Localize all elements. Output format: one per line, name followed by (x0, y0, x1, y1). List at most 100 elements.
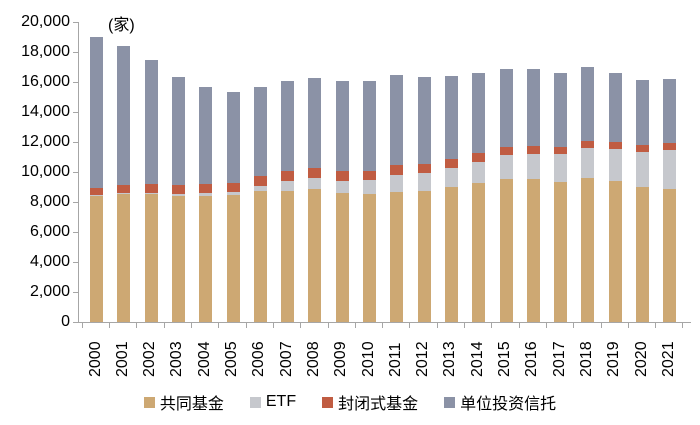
y-axis-tick (73, 112, 78, 113)
x-axis-tick (191, 323, 192, 328)
segment-unit-investment-trust (554, 72, 568, 147)
segment-closed-end-fund (554, 146, 568, 155)
x-axis-label-2009: 2009 (332, 341, 350, 377)
x-axis-tick (109, 323, 111, 328)
bar-2002 (144, 59, 158, 322)
segment-closed-end-fund (663, 143, 677, 151)
bar-2005 (226, 92, 240, 322)
y-axis-tick (73, 232, 78, 233)
y-axis-tick (73, 322, 78, 323)
y-axis-tick-label: 16,000 (21, 73, 70, 90)
x-axis-tick (163, 323, 165, 328)
bar-2001 (117, 45, 131, 322)
y-axis-tick-label: 0 (61, 313, 70, 330)
bar-2018 (581, 66, 595, 322)
y-axis-tick-label: 8,000 (29, 193, 70, 210)
x-axis-label-2000: 2000 (86, 341, 104, 377)
y-axis-tick-label: 14,000 (21, 103, 70, 120)
segment-closed-end-fund (499, 146, 513, 156)
bar-2014 (472, 72, 486, 322)
segment-closed-end-fund (417, 163, 431, 173)
bar-2017 (554, 72, 568, 322)
segment-etf (335, 180, 349, 193)
segment-etf (554, 154, 568, 182)
segment-etf (363, 180, 376, 194)
segment-mutual-fund (253, 191, 267, 322)
y-axis-tick-label: 10,000 (21, 163, 70, 180)
x-axis-tick (136, 323, 138, 328)
segment-etf (581, 148, 595, 179)
segment-etf (90, 195, 103, 197)
bar-2003 (171, 76, 185, 322)
segment-unit-investment-trust (499, 69, 513, 147)
x-axis-label-2004: 2004 (195, 341, 213, 377)
segment-etf (199, 193, 213, 196)
segment-unit-investment-trust (472, 72, 486, 154)
x-axis-tick (354, 323, 356, 328)
y-axis-tick-label: 6,000 (29, 223, 70, 240)
segment-unit-investment-trust (363, 81, 376, 171)
segment-mutual-fund (308, 188, 322, 322)
segment-etf (281, 181, 295, 191)
segment-closed-end-fund (144, 184, 158, 193)
segment-unit-investment-trust (335, 80, 349, 172)
x-axis-tick (545, 323, 547, 328)
segment-closed-end-fund (581, 140, 595, 149)
segment-closed-end-fund (90, 188, 103, 196)
y-axis-tick (73, 292, 78, 293)
segment-closed-end-fund (117, 185, 131, 193)
legend-label-unit-investment-trust: 单位投资信托 (460, 396, 557, 413)
legend: 共同基金 ETF 封闭式基金 单位投资信托 (0, 390, 700, 414)
segment-unit-investment-trust (90, 36, 103, 189)
segment-etf (117, 192, 131, 195)
segment-unit-investment-trust (144, 59, 158, 185)
segment-closed-end-fund (608, 141, 622, 150)
bar-2016 (526, 69, 540, 322)
y-axis-tick (73, 52, 78, 53)
segment-unit-investment-trust (199, 86, 213, 185)
y-axis-tick-label: 12,000 (21, 133, 70, 150)
segment-etf (636, 152, 649, 187)
bar-2004 (199, 86, 213, 322)
segment-closed-end-fund (281, 171, 295, 182)
y-axis-tick (73, 22, 78, 23)
x-axis-label-2014: 2014 (468, 341, 486, 377)
y-axis-tick-label: 18,000 (21, 43, 70, 60)
segment-unit-investment-trust (663, 79, 677, 144)
bar-2021 (663, 79, 677, 322)
segment-closed-end-fund (253, 176, 267, 186)
segment-etf (390, 174, 404, 192)
x-axis-tick (491, 323, 493, 328)
x-axis-tick (409, 323, 411, 328)
x-axis-tick (436, 323, 438, 328)
y-axis-tick-label: 20,000 (21, 13, 70, 30)
x-axis-tick (81, 323, 83, 328)
y-axis-unit-label: (家) (108, 17, 135, 34)
x-axis-tick (300, 323, 302, 328)
y-axis-tick (73, 142, 78, 143)
bar-2019 (608, 73, 622, 322)
segment-mutual-fund (636, 186, 649, 322)
segment-etf (226, 192, 240, 196)
segment-mutual-fund (554, 181, 568, 322)
segment-closed-end-fund (363, 170, 376, 180)
segment-etf (472, 161, 486, 184)
bar-2015 (499, 69, 513, 322)
segment-unit-investment-trust (444, 75, 458, 160)
segment-unit-investment-trust (636, 80, 649, 145)
x-axis-tick (272, 323, 274, 328)
segment-closed-end-fund (636, 144, 649, 153)
segment-unit-investment-trust (417, 77, 431, 164)
legend-item-mutual-fund: 共同基金 (143, 390, 224, 414)
x-axis-label-2018: 2018 (577, 341, 595, 377)
x-axis-tick (573, 323, 575, 328)
x-axis-label-2021: 2021 (659, 341, 677, 377)
x-axis-tick (627, 323, 629, 328)
x-axis-tick (600, 323, 602, 328)
bar-2011 (390, 75, 404, 322)
segment-mutual-fund (472, 183, 486, 322)
segment-mutual-fund (171, 195, 185, 322)
bar-2013 (444, 75, 458, 322)
bar-2009 (335, 80, 349, 322)
segment-etf (608, 149, 622, 181)
